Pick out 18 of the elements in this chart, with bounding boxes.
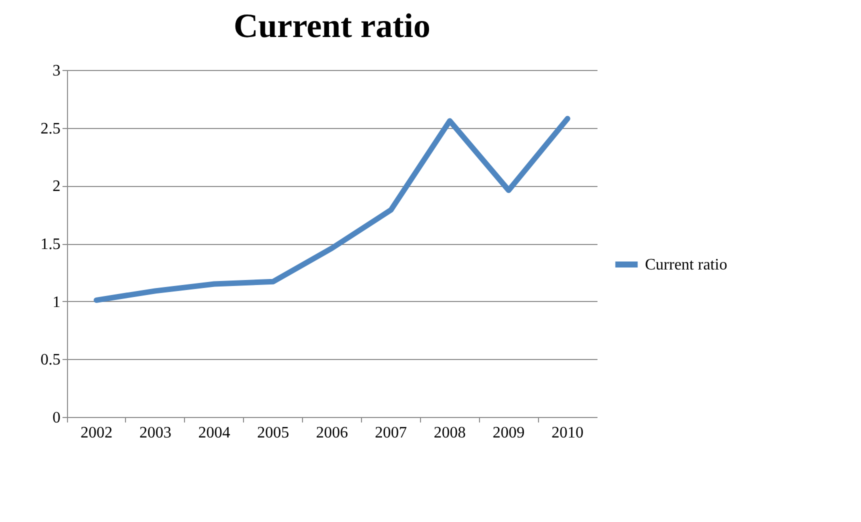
x-tick-label: 2009 (492, 424, 525, 442)
x-tick-label: 2003 (139, 424, 172, 442)
y-tick-label: 1 (52, 294, 60, 311)
x-tick-label: 2005 (257, 424, 290, 442)
y-tick-label: 2.5 (40, 120, 60, 138)
legend-label: Current ratio (645, 256, 728, 274)
chart-title: Current ratio (234, 8, 430, 45)
x-tick-label: 2007 (374, 424, 407, 442)
x-tick-label: 2008 (434, 424, 466, 442)
y-tick-label: 0.5 (40, 352, 60, 369)
y-tick-label: 0 (52, 410, 60, 426)
x-tick-label: 2004 (198, 424, 230, 442)
x-tick-label: 2010 (552, 424, 584, 442)
x-tick-label: 2006 (316, 424, 348, 442)
y-tick-label: 3 (52, 62, 60, 80)
x-tick-label: 2002 (80, 424, 112, 442)
y-tick-label: 1.5 (40, 236, 60, 253)
y-tick-label: 2 (52, 178, 60, 196)
